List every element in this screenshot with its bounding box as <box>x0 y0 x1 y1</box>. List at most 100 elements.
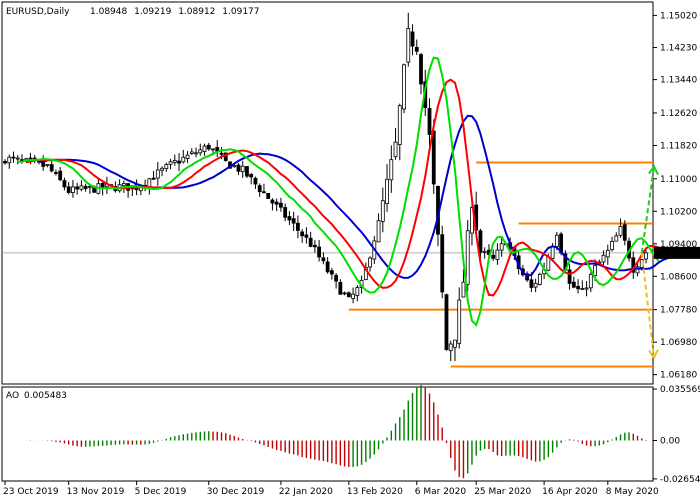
candle-body <box>312 244 317 248</box>
candle-body <box>15 157 20 160</box>
candle-body <box>393 141 398 158</box>
candle-body <box>172 160 177 163</box>
candle-body <box>588 273 593 289</box>
candle-body <box>283 207 288 218</box>
date-tick-label: 16 Apr 2020 <box>542 487 598 497</box>
forecast-arrow-head <box>648 164 659 176</box>
candle-body <box>380 200 385 222</box>
ao-plot <box>25 385 647 479</box>
candle-body <box>270 199 275 204</box>
candle-body <box>402 64 406 110</box>
candle-body <box>262 191 266 194</box>
candle-body <box>211 148 215 151</box>
price-tick-label: 1.07780 <box>660 306 697 316</box>
candle-body <box>397 105 402 146</box>
candle-body <box>151 177 156 180</box>
candle-body <box>160 167 164 171</box>
candle-body <box>550 246 555 259</box>
candle-body <box>232 165 237 168</box>
ao-tick-label: -0.026543 <box>660 475 700 485</box>
candle-body <box>41 162 46 167</box>
candle-body <box>465 230 470 285</box>
candle-body <box>644 252 648 260</box>
candle-body <box>198 149 203 154</box>
ao-value: 0.005483 <box>24 391 67 401</box>
candle-body <box>194 152 198 155</box>
candle-body <box>75 186 80 190</box>
ohlc-values: 1.08948 1.09219 1.08912 1.09177 <box>90 7 260 17</box>
date-tick-label: 13 Nov 2019 <box>67 487 125 497</box>
candle-body <box>537 273 542 285</box>
timeframe-label: Daily <box>47 7 70 17</box>
forecast-arrow-line <box>640 166 655 254</box>
candle-body <box>236 164 241 172</box>
candle-body <box>571 281 576 288</box>
candle-body <box>321 257 326 262</box>
ohlc-close: 1.09177 <box>222 7 259 17</box>
candle-body <box>601 254 606 263</box>
forecast-arrow-head <box>648 349 659 360</box>
candle-body <box>257 185 262 193</box>
date-tick-label: 25 Mar 2020 <box>474 487 531 497</box>
candle-body <box>622 224 627 241</box>
candle-body <box>448 343 453 352</box>
price-tick-label: 1.11000 <box>660 175 697 185</box>
candle-body <box>389 159 394 181</box>
ao-name: AO <box>6 391 19 401</box>
ao-tick-label: 0.00 <box>660 437 680 447</box>
candle-body <box>189 151 194 154</box>
candle-body <box>308 237 313 247</box>
candle-body <box>325 261 330 273</box>
price-pane <box>1 1 654 385</box>
candle-body <box>576 285 580 290</box>
price-tick-label: 1.09400 <box>660 240 697 250</box>
candle-body <box>580 287 585 290</box>
candle-body <box>223 152 228 161</box>
candle-body <box>249 173 254 178</box>
candle-body <box>618 225 623 236</box>
candle-body <box>635 266 640 274</box>
candle-body <box>20 159 24 162</box>
candle-body <box>329 270 334 275</box>
candle-body <box>414 47 419 52</box>
candle-body <box>66 186 71 193</box>
candle-body <box>610 240 614 251</box>
date-tick-label: 8 May 2020 <box>606 487 659 497</box>
candle-body <box>567 269 572 284</box>
candle-body <box>287 216 292 221</box>
date-tick-label: 30 Dec 2019 <box>207 487 265 497</box>
axes: 1.15020 1.14230 1.13440 1.12620 1.11820 1.110… <box>3 11 700 497</box>
ohlc-open: 1.08948 <box>90 7 127 17</box>
candle-body <box>495 249 500 260</box>
candle-body <box>525 273 530 281</box>
symbol-label: EURUSD <box>6 7 44 17</box>
candle-body <box>453 339 457 348</box>
candle-body <box>164 164 169 170</box>
candle-body <box>546 256 551 271</box>
candle-body <box>206 144 211 150</box>
candle-body <box>406 28 411 63</box>
candle-body <box>461 281 466 298</box>
candle-body <box>181 156 186 163</box>
date-tick-label: 5 Dec 2019 <box>135 487 187 497</box>
date-tick-label: 23 Oct 2019 <box>3 487 59 497</box>
price-tick-label: 1.08600 <box>660 272 697 282</box>
ao-title: AO 0.005483 <box>6 391 67 401</box>
candle-body <box>202 145 207 152</box>
candle-body <box>79 185 84 190</box>
candle-body <box>88 185 92 188</box>
price-plot <box>2 12 672 368</box>
candle-body <box>605 249 610 258</box>
candle-body <box>121 183 126 187</box>
candle-body <box>499 243 504 251</box>
current-price-label: 1.09177 <box>658 249 695 259</box>
ohlc-low: 1.08912 <box>178 7 215 17</box>
price-tick-label: 1.13440 <box>660 76 697 86</box>
candle-body <box>410 31 415 47</box>
candle-body <box>363 266 368 280</box>
candle-body <box>584 287 589 290</box>
candle-body <box>291 218 296 224</box>
price-tick-label: 1.11820 <box>660 141 697 151</box>
